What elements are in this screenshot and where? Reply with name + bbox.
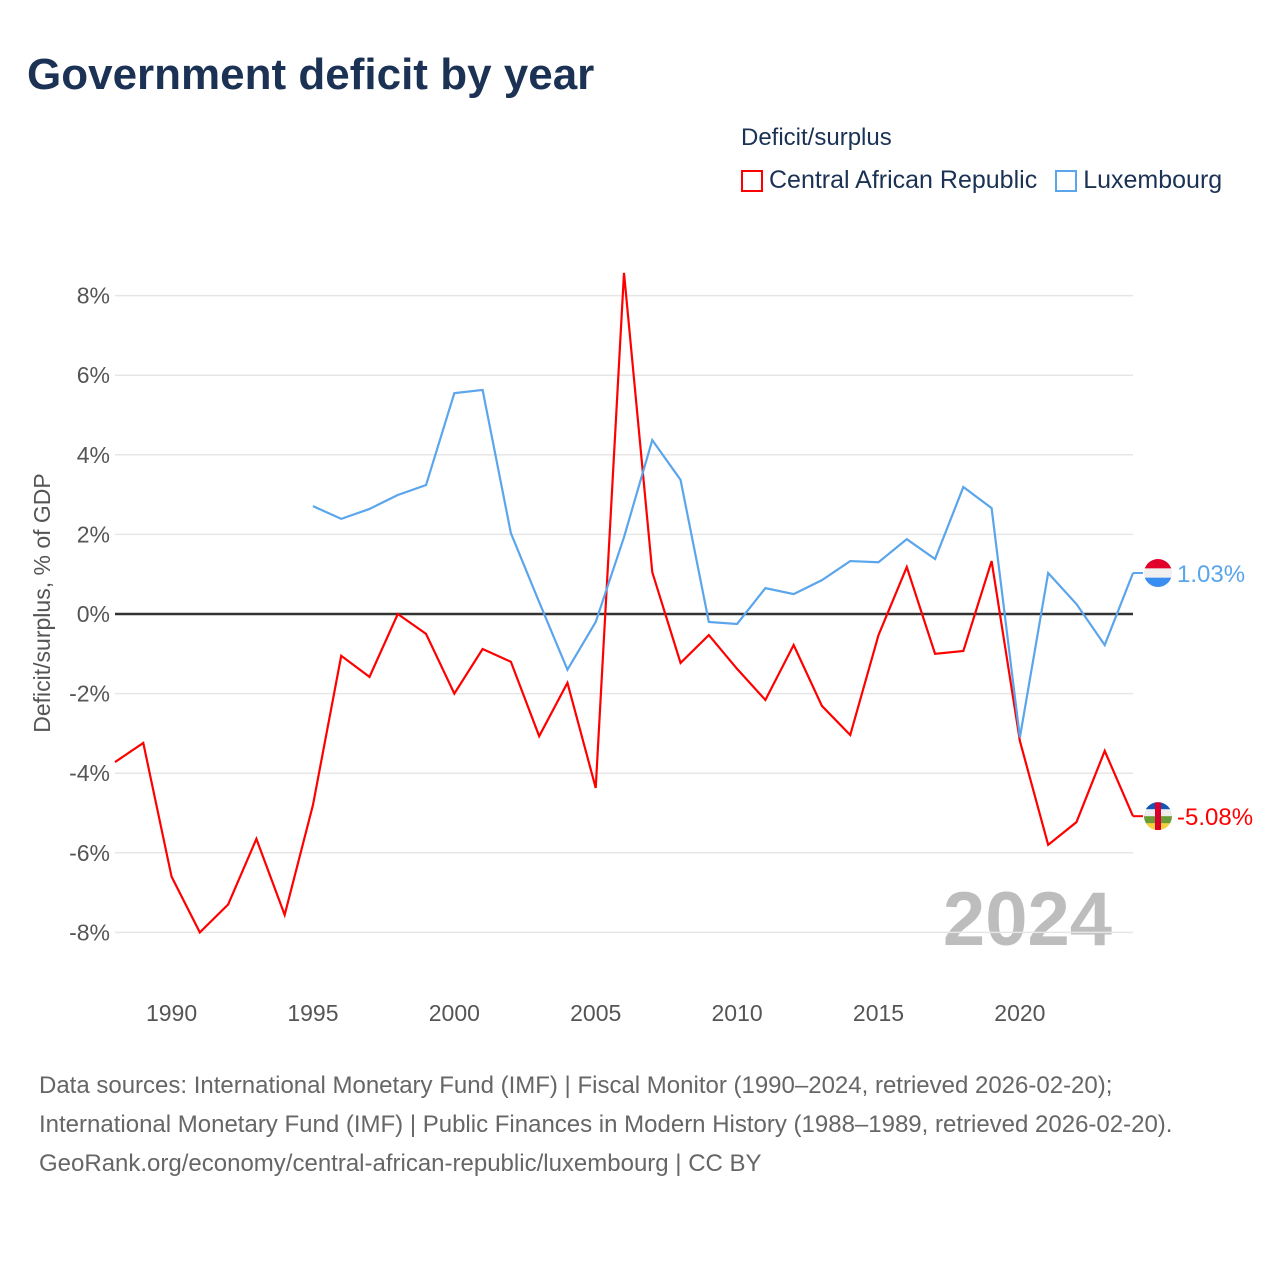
x-tick-label: 2010 xyxy=(712,1000,763,1026)
flag-luxembourg-icon xyxy=(1144,559,1172,588)
legend-label-luxembourg: Luxembourg xyxy=(1083,166,1223,194)
y-axis-label: Deficit/surplus, % of GDP xyxy=(29,473,55,732)
end-value-label: 1.03% xyxy=(1177,561,1245,588)
flag-stripe xyxy=(1144,559,1172,569)
page-title: Government deficit by year xyxy=(27,50,595,99)
y-tick-label: 6% xyxy=(77,362,110,388)
flag-body xyxy=(1144,802,1172,831)
x-tick-label: 2015 xyxy=(853,1000,904,1026)
legend-title: Deficit/surplus xyxy=(741,124,892,151)
flag-body xyxy=(1144,559,1172,588)
series-line-luxembourg xyxy=(312,388,1135,738)
y-tick-label: -4% xyxy=(69,760,110,786)
watermark-year: 2024 xyxy=(943,877,1112,962)
y-tick-label: -8% xyxy=(69,919,110,945)
x-tick-label: 1990 xyxy=(146,1000,197,1026)
attribution-link[interactable]: GeoRank.org/economy/central-african-repu… xyxy=(39,1150,762,1177)
legend-swatch-luxembourg xyxy=(1055,169,1078,192)
flag-stripe xyxy=(1144,577,1172,588)
legend-label-car: Central African Republic xyxy=(769,166,1038,194)
end-value-label: -5.08% xyxy=(1177,804,1253,831)
legend-swatch-car xyxy=(741,169,763,192)
x-tick-label: 1995 xyxy=(287,1000,338,1026)
legend-item-luxembourg[interactable]: Luxembourg xyxy=(1055,166,1222,195)
data-sources: Data sources: International Monetary Fun… xyxy=(39,1066,1239,1183)
legend: Central African Republic Luxembourg xyxy=(741,166,1222,195)
line-chart: 2024 Deficit/surplus, % of GDP 8% 6% 4% 2% 0… xyxy=(29,272,1253,1026)
flag-car-icon xyxy=(1144,802,1172,831)
y-tick-label: 8% xyxy=(77,283,110,309)
flag-stripe xyxy=(1144,568,1172,579)
series-line-car xyxy=(114,272,1135,935)
flag-center-band xyxy=(1155,802,1161,831)
y-tick-label: 0% xyxy=(77,601,110,627)
y-tick-label: -6% xyxy=(69,840,110,866)
x-tick-label: 2005 xyxy=(570,1000,621,1026)
y-tick-label: -2% xyxy=(69,681,110,707)
y-tick-label: 4% xyxy=(77,442,110,468)
y-tick-label: 2% xyxy=(77,521,110,547)
x-tick-label: 2020 xyxy=(994,1000,1045,1026)
source-text: Data sources: International Monetary Fun… xyxy=(39,1072,1173,1138)
x-tick-label: 2000 xyxy=(429,1000,480,1026)
legend-item-car[interactable]: Central African Republic xyxy=(741,166,1037,195)
